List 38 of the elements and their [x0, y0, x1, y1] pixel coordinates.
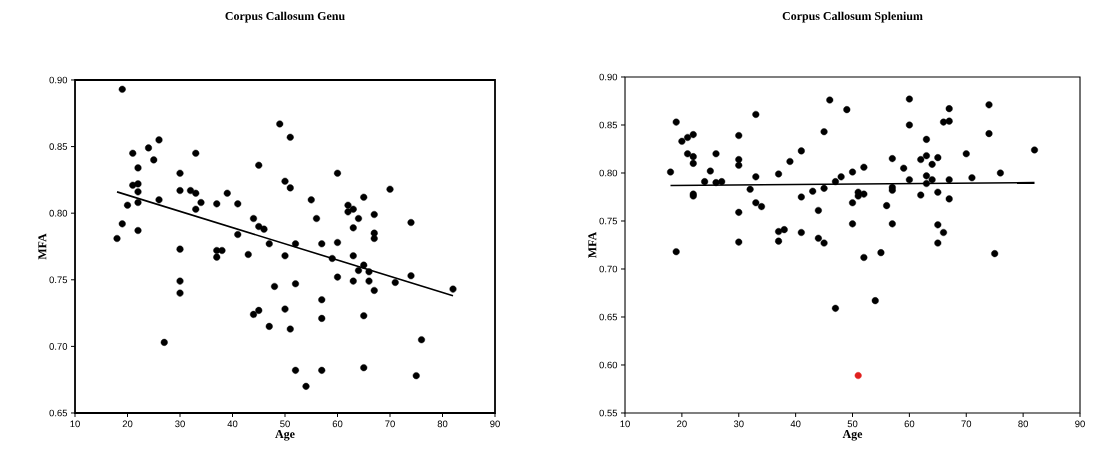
y-tick-label: 0.75	[599, 217, 618, 225]
x-tick-label: 80	[437, 420, 448, 428]
chart-title: Corpus Callosum Splenium	[782, 11, 923, 23]
x-tick-label: 30	[733, 420, 744, 428]
x-tick-label: 10	[620, 420, 630, 428]
y-axis-title: MFA	[38, 233, 47, 260]
x-tick-label: 20	[122, 420, 133, 428]
x-axis-title: Age	[275, 430, 295, 441]
x-tick-label: 80	[1018, 420, 1029, 428]
y-tick-label: 0.80	[49, 209, 68, 217]
y-tick-label: 0.70	[599, 265, 618, 273]
y-axis-title: MFA	[588, 231, 597, 258]
y-tick-label: 0.85	[599, 121, 618, 129]
x-tick-label: 50	[847, 420, 858, 428]
x-tick-label: 90	[490, 420, 500, 428]
x-tick-label: 40	[790, 420, 801, 428]
x-tick-label: 40	[227, 420, 238, 428]
y-tick-label: 0.65	[599, 313, 618, 321]
y-tick-label: 0.60	[599, 361, 618, 369]
y-tick-label: 0.65	[49, 409, 68, 417]
y-tick-label: 0.90	[49, 76, 68, 84]
x-tick-label: 30	[175, 420, 185, 428]
x-tick-label: 90	[1075, 420, 1085, 428]
y-tick-label: 0.80	[599, 169, 618, 177]
y-tick-label: 0.55	[599, 409, 618, 417]
y-tick-label: 0.70	[49, 343, 68, 350]
x-tick-label: 10	[70, 420, 80, 428]
x-tick-label: 70	[961, 420, 972, 428]
x-tick-label: 50	[280, 420, 290, 428]
y-tick-label: 0.85	[49, 143, 68, 150]
chart-title: Corpus Callosum Genu	[225, 11, 345, 23]
x-axis-title: Age	[842, 430, 863, 441]
y-tick-label: 0.75	[49, 276, 68, 284]
x-tick-label: 70	[385, 420, 395, 428]
x-tick-label: 20	[677, 420, 687, 428]
y-tick-label: 0.90	[599, 73, 618, 81]
x-tick-label: 60	[904, 420, 915, 428]
x-tick-label: 60	[332, 420, 343, 428]
